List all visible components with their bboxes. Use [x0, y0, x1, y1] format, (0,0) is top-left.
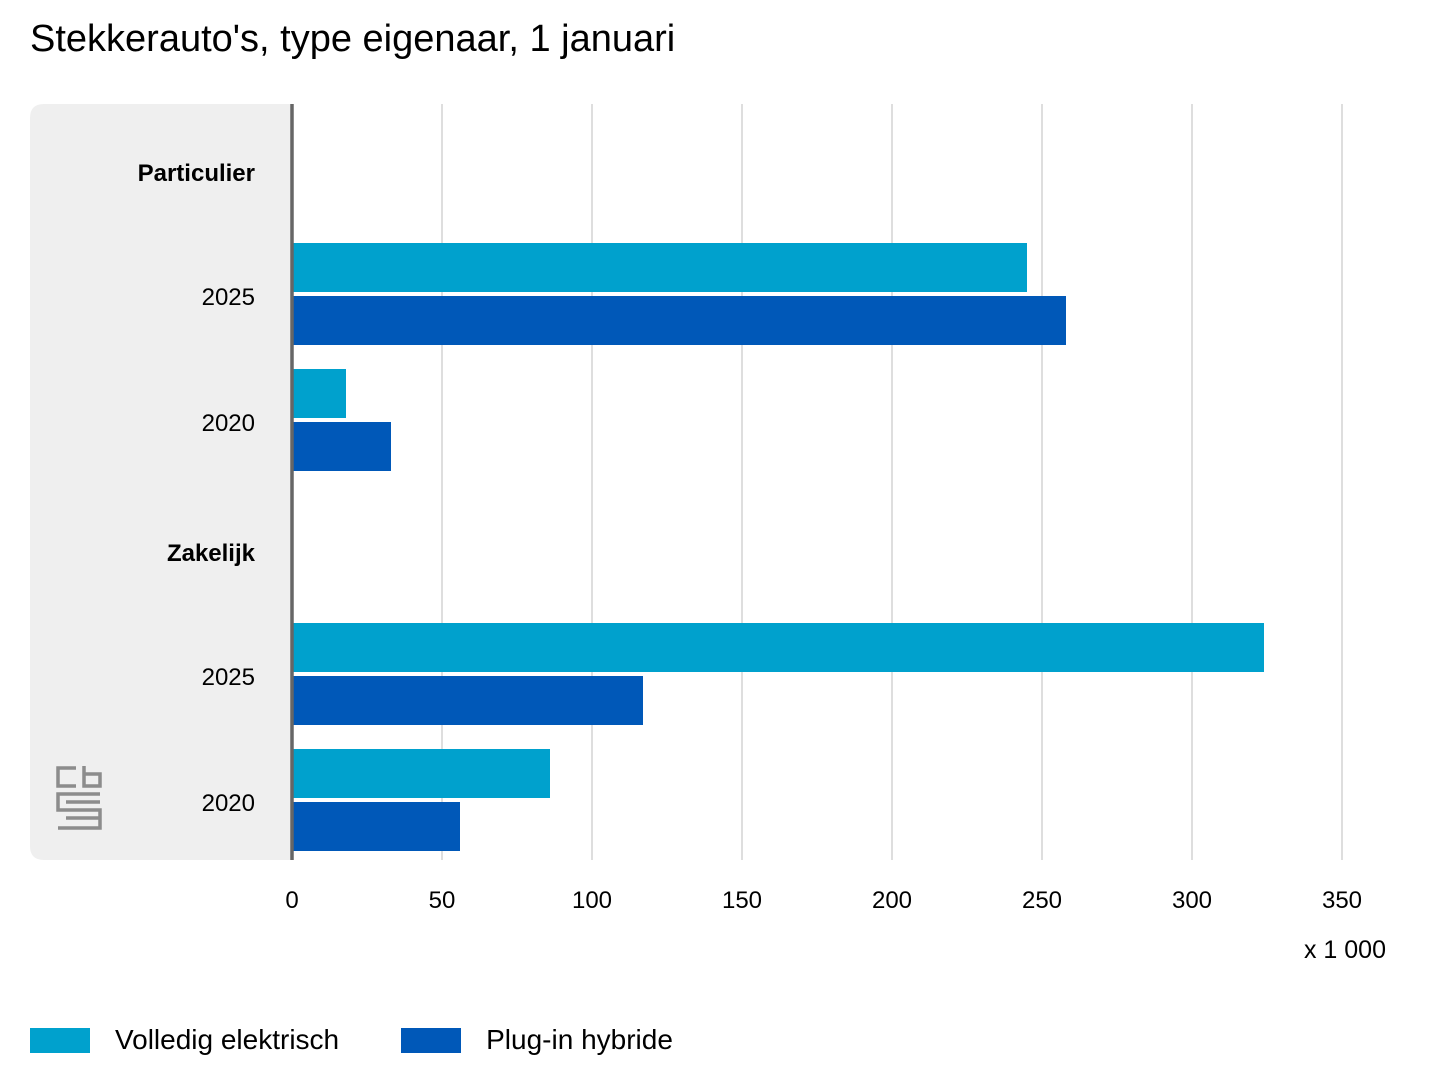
bar-zakelijk-2025-series-1: [292, 676, 643, 725]
bars: [290, 104, 1264, 860]
x-tick-label-350: 350: [1322, 887, 1362, 914]
chart-title: Stekkerauto's, type eigenaar, 1 januari: [30, 18, 676, 60]
bar-particulier-2020-series-1: [292, 422, 391, 471]
bar-particulier-2020-series-0: [292, 369, 346, 418]
legend-item-volledig-elektrisch: Volledig elektrisch: [30, 1024, 339, 1056]
x-tick-label-200: 200: [872, 887, 912, 914]
legend-label-volledig-elektrisch: Volledig elektrisch: [115, 1024, 340, 1055]
bar-zakelijk-2025-series-0: [292, 623, 1264, 672]
x-tick-label-0: 0: [285, 887, 298, 914]
row-label-particulier-2020: 2020: [202, 410, 255, 437]
bar-zakelijk-2020-series-0: [292, 749, 550, 798]
cbs-logo-mark: [56, 766, 102, 830]
bar-particulier-2025-series-1: [292, 296, 1066, 345]
label-panel: [30, 104, 292, 860]
x-tick-label-100: 100: [572, 887, 612, 914]
group-label-particulier: Particulier: [138, 160, 255, 187]
bar-chart: Particulier 2025 2020 Zakelijk 2025 2020 0 50 1…: [30, 104, 1386, 964]
x-tick-label-250: 250: [1022, 887, 1062, 914]
row-label-particulier-2025: 2025: [202, 284, 255, 311]
x-tick-label-150: 150: [722, 887, 762, 914]
legend-swatch-volledig-elektrisch: [30, 1027, 90, 1053]
row-label-zakelijk-2025: 2025: [202, 664, 255, 691]
x-unit-label: x 1 000: [1304, 936, 1386, 964]
gridlines: [441, 104, 1343, 860]
cbs-logo-icon: [56, 766, 102, 830]
bar-zakelijk-2020-series-1: [292, 802, 460, 851]
legend-item-plug-in-hybride: Plug-in hybride: [401, 1024, 673, 1056]
bar-particulier-2025-series-0: [292, 243, 1027, 292]
category-labels: Particulier 2025 2020 Zakelijk 2025 2020: [138, 160, 256, 817]
tick-labels: 0 50 100 150 200 250 300 350 x 1 000: [285, 887, 1386, 964]
x-tick-label-300: 300: [1172, 887, 1212, 914]
label-panel-bg: [30, 104, 292, 860]
x-tick-label-50: 50: [429, 887, 456, 914]
legend-label-plug-in-hybride: Plug-in hybride: [486, 1024, 673, 1055]
row-label-zakelijk-2020: 2020: [202, 790, 255, 817]
legend: Volledig elektrisch Plug-in hybride: [30, 1024, 735, 1056]
legend-swatch-plug-in-hybride: [401, 1027, 462, 1053]
group-label-zakelijk: Zakelijk: [167, 540, 256, 567]
